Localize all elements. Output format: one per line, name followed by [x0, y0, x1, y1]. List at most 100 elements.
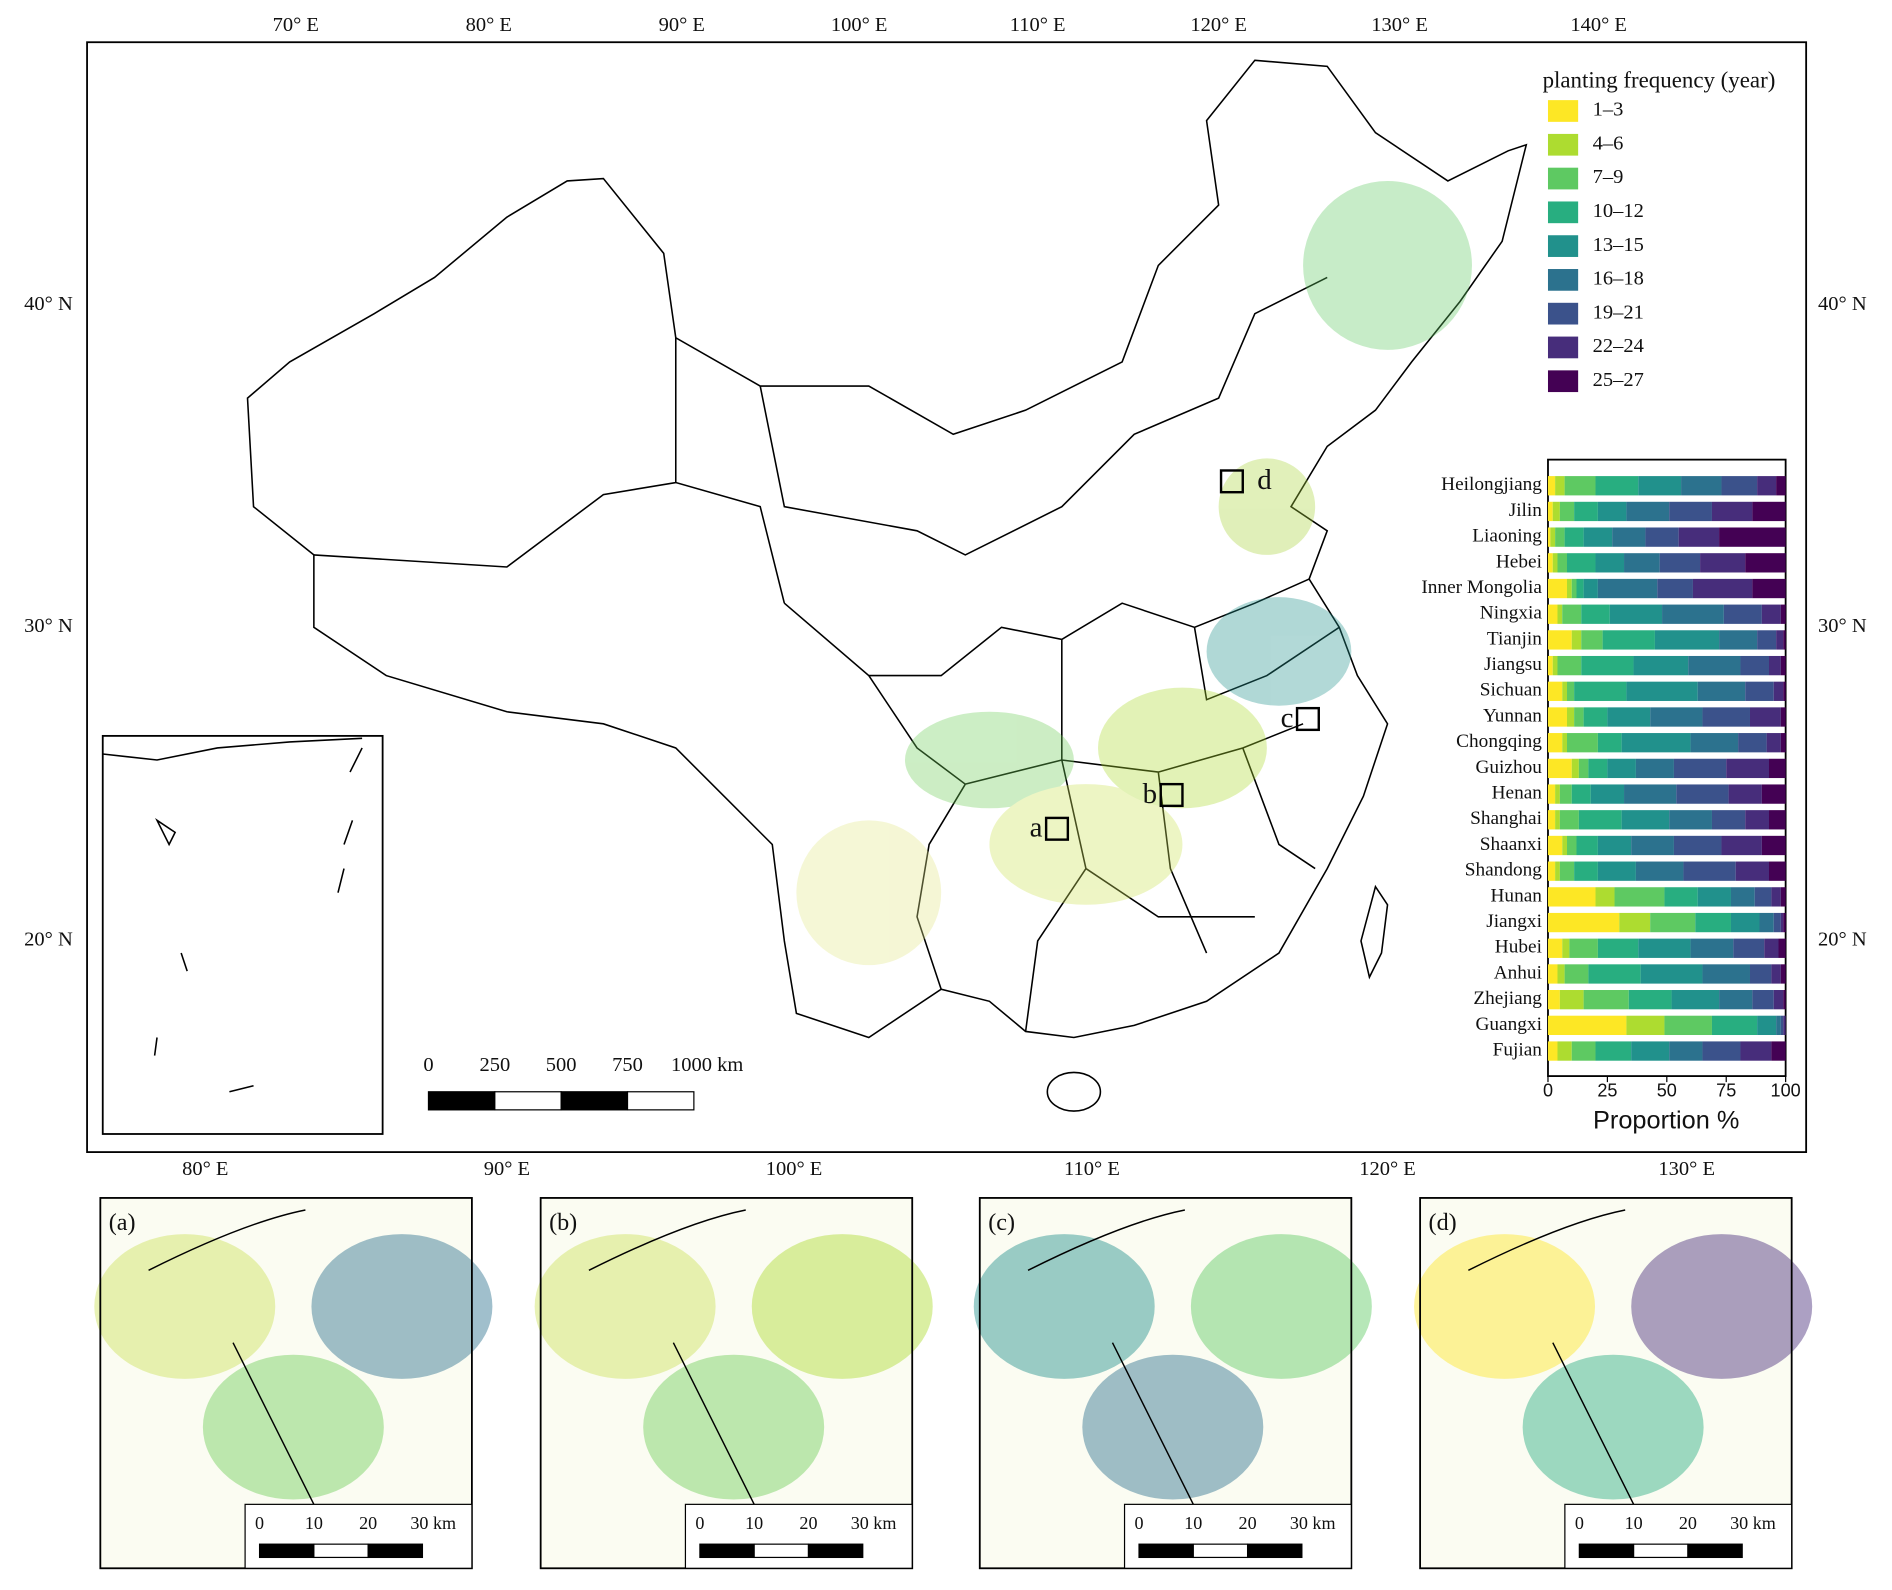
cropland-patch: [311, 1234, 493, 1379]
lon-label: 130° E: [1371, 14, 1428, 36]
bar-segment: [1612, 527, 1646, 547]
bar-segment: [1780, 604, 1786, 624]
panel-label: (b): [549, 1210, 577, 1236]
bar-segment: [1780, 1015, 1784, 1036]
bar-segment: [1547, 964, 1558, 984]
category-label: Liaoning: [1472, 526, 1542, 547]
bar-segment: [1547, 938, 1563, 958]
panel-label: (c): [988, 1210, 1015, 1236]
bar-segment: [1702, 1041, 1741, 1061]
scale-segment: [753, 1543, 810, 1559]
bar-segment: [1635, 861, 1684, 881]
cropland-patch: [1082, 1354, 1264, 1500]
scale-label: 0: [1134, 1513, 1143, 1533]
bar-segment: [1566, 553, 1596, 573]
bar-segment: [1576, 835, 1598, 856]
bar-segment: [1566, 707, 1575, 727]
lon-label: 80° E: [466, 14, 512, 36]
legend-swatch: [1547, 302, 1579, 325]
category-label: Anhui: [1494, 962, 1542, 983]
bar-segment: [1559, 990, 1584, 1010]
bar-segment: [1783, 1015, 1786, 1036]
bar-segment: [1683, 861, 1736, 881]
bar-segment: [1638, 938, 1691, 958]
bar-segment: [1607, 758, 1636, 779]
legend-title: planting frequency (year): [1543, 67, 1776, 92]
bar-segment: [1773, 681, 1784, 701]
bar-segment: [1688, 655, 1741, 676]
bar-segment: [1595, 1041, 1632, 1061]
bar-segment: [1576, 578, 1584, 599]
bar-segment: [1547, 681, 1563, 701]
bar-segment: [1761, 604, 1781, 624]
bar-segment: [1559, 810, 1579, 830]
bar-segment: [1752, 990, 1774, 1010]
category-label: Jilin: [1509, 500, 1543, 521]
bar-segment: [1624, 553, 1660, 573]
bar-segment: [1780, 733, 1786, 753]
bar-segment: [1609, 604, 1663, 624]
bar-segment: [1669, 810, 1712, 830]
lon-label: 100° E: [766, 1158, 823, 1180]
x-axis-label: Proportion %: [1593, 1107, 1739, 1135]
category-label: Fujian: [1493, 1039, 1543, 1060]
category-label: Shanghai: [1470, 808, 1542, 829]
legend-swatch: [1547, 167, 1579, 190]
zoom-box: [1295, 706, 1320, 732]
bar-segment: [1626, 501, 1670, 522]
bar-segment: [1628, 990, 1672, 1010]
cropland-pattern: [796, 180, 1472, 966]
bar-segment: [1597, 501, 1627, 522]
bar-segment: [1681, 476, 1722, 496]
bar-segment: [1780, 964, 1786, 984]
bar-segment: [1581, 604, 1610, 624]
bar-segment: [1566, 681, 1575, 701]
lon-label: 110° E: [1010, 14, 1066, 36]
category-label: Jiangsu: [1484, 654, 1542, 675]
zoom-box: [1044, 816, 1070, 841]
bar-segment: [1768, 810, 1786, 830]
bar-segment: [1566, 835, 1577, 856]
bar-segment: [1735, 861, 1769, 881]
bar-segment: [1654, 630, 1720, 650]
cropland-patch: [973, 1234, 1155, 1379]
bar-segment: [1597, 938, 1639, 958]
bar-segment: [1607, 707, 1651, 727]
bar-segment: [1728, 784, 1762, 804]
bar-segment: [1773, 990, 1784, 1010]
x-tick-label: 100: [1771, 1081, 1801, 1101]
bar-segment: [1547, 990, 1560, 1010]
bar-segment: [1776, 476, 1786, 496]
zoom-box-label: a: [1030, 812, 1043, 844]
lon-label: 120° E: [1190, 14, 1247, 36]
bar-segment: [1619, 912, 1651, 933]
bar-segment: [1657, 578, 1693, 599]
bar-segment: [1771, 887, 1781, 907]
category-label: Hunan: [1490, 885, 1542, 906]
bar-segment: [1559, 784, 1572, 804]
bar-segment: [1552, 501, 1560, 522]
legend-label: 1–3: [1593, 99, 1624, 121]
bar-segment: [1547, 501, 1553, 522]
bar-segment: [1588, 964, 1641, 984]
bar-segment: [1766, 733, 1781, 753]
scale-label: 0: [1575, 1513, 1584, 1533]
bar-segment: [1571, 1041, 1596, 1061]
bar-segment: [1571, 758, 1579, 779]
scale-segment: [560, 1091, 629, 1111]
cropland-patch: [202, 1354, 384, 1500]
bar-segment: [1621, 733, 1691, 753]
bar-segment: [1671, 990, 1720, 1010]
category-label: Shandong: [1465, 860, 1543, 881]
bar-segment: [1695, 912, 1731, 933]
category-label: Inner Mongolia: [1421, 577, 1542, 598]
bar-segment: [1673, 758, 1727, 779]
bar-segment: [1566, 578, 1572, 599]
bar-segment: [1562, 681, 1567, 701]
bar-segment: [1669, 1041, 1703, 1061]
legend-swatch: [1547, 133, 1579, 156]
bar-segment: [1771, 1041, 1786, 1061]
taiwan: [1360, 884, 1389, 980]
bar-segment: [1562, 938, 1570, 958]
bar-segment: [1740, 1041, 1772, 1061]
